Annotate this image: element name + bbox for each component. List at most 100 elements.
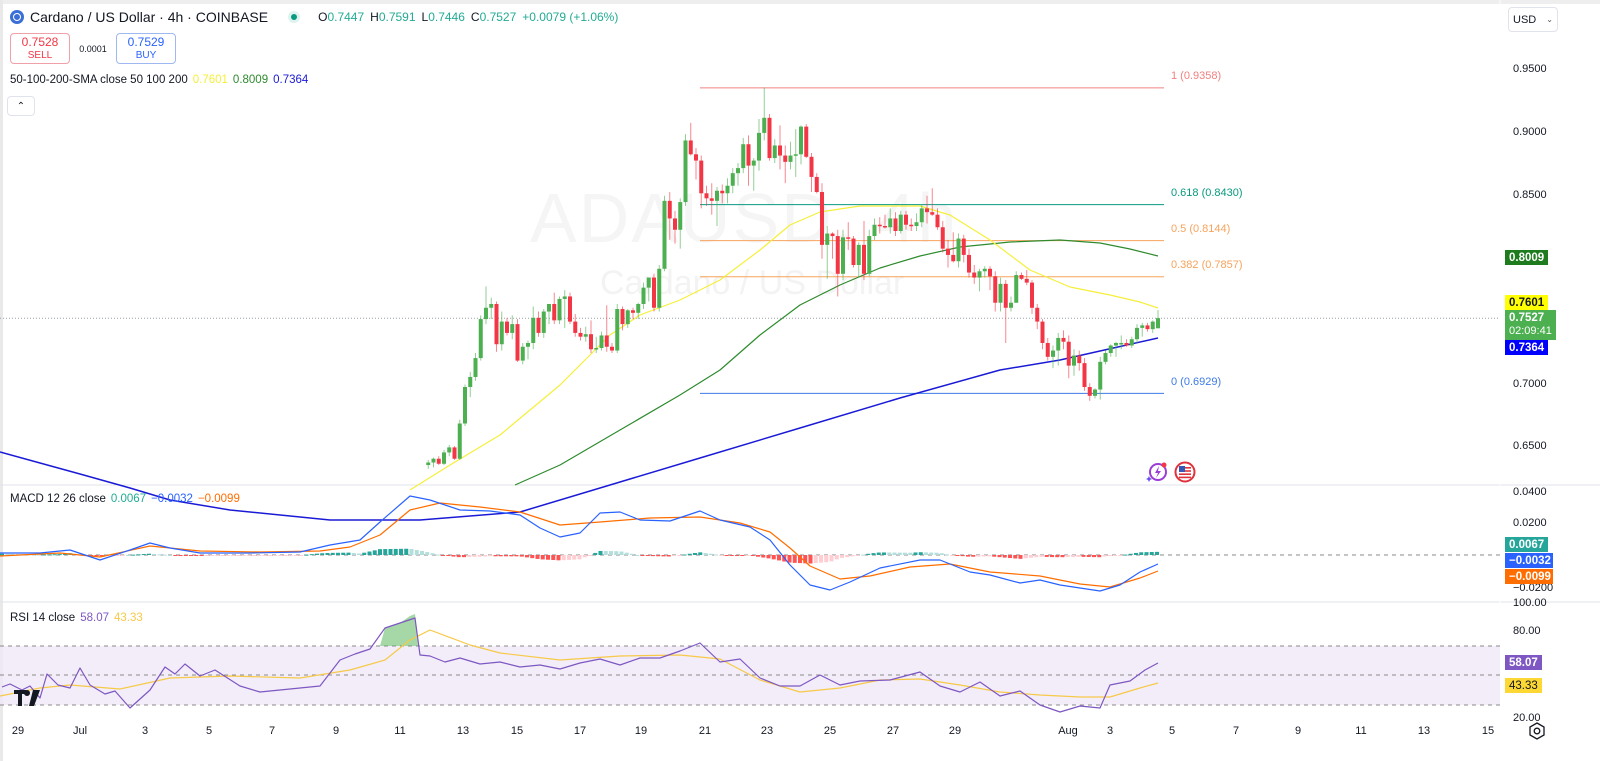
us-flag-icon[interactable] (1174, 461, 1196, 483)
macd-signal-value: −0.0099 (197, 493, 240, 505)
sma100-value: 0.8009 (232, 74, 269, 86)
price-axis-label: 0.9000 (1513, 125, 1547, 138)
time-axis-label: 7 (1232, 725, 1240, 737)
symbol-title[interactable]: Cardano / US Dollar · 4h · COINBASE (30, 9, 269, 25)
sell-label: SELL (27, 49, 53, 61)
time-axis-label: 13 (1417, 725, 1431, 737)
time-axis-label: 29 (11, 725, 25, 737)
low-value: 0.7446 (428, 10, 465, 24)
low-label: L (421, 10, 429, 24)
macd-hist-value: 0.0067 (110, 493, 147, 505)
time-axis-label: 3 (141, 725, 149, 737)
time-axis-label: 9 (332, 725, 340, 737)
sell-button[interactable]: 0.7528 SELL (10, 33, 70, 64)
price-axis-label: 0.6500 (1513, 440, 1547, 453)
macd-axis-label: −0.0200 (1513, 582, 1554, 594)
time-axis-label: 29 (948, 725, 962, 737)
bar-countdown: 02:09:41 (1509, 325, 1552, 337)
rsi-legend[interactable]: RSI 14 close 58.07 43.33 (10, 612, 143, 624)
time-axis-label: 21 (698, 725, 712, 737)
chevron-down-icon: ⌄ (1546, 15, 1553, 24)
top-border (0, 0, 1600, 4)
time-axis-label: 17 (573, 725, 587, 737)
time-axis-label: Aug (1058, 725, 1078, 737)
fib-level-label: 0 (0.6929) (1171, 376, 1222, 388)
macd-line-tag: −0.0032 (1505, 553, 1553, 568)
buy-label: BUY (135, 49, 157, 61)
sma200-value: 0.7364 (273, 74, 309, 86)
trade-panel: 0.7528 SELL 0.0001 0.7529 BUY (10, 33, 176, 64)
time-axis-label: 15 (510, 725, 524, 737)
price-tag: 0.8009 (1505, 250, 1549, 265)
fib-level-label: 0.382 (0.7857) (1171, 259, 1243, 271)
buy-button[interactable]: 0.7529 BUY (116, 33, 176, 64)
macd-legend[interactable]: MACD 12 26 close 0.0067 −0.0032 −0.0099 (10, 493, 240, 505)
time-axis-label: 27 (886, 725, 900, 737)
time-axis-label: 11 (394, 725, 406, 737)
high-label: H (370, 10, 379, 24)
sma-legend[interactable]: 50-100-200-SMA close 50 100 200 0.7601 0… (10, 74, 308, 86)
close-label: C (470, 10, 480, 24)
price-tag: 0.7601 (1505, 295, 1549, 310)
price-tag: 0.7364 (1505, 340, 1549, 355)
rsi-tag: 58.07 (1505, 655, 1542, 670)
sell-price: 0.7528 (21, 34, 59, 49)
fib-level-label: 0.618 (0.8430) (1171, 187, 1243, 199)
market-open-icon (288, 11, 301, 23)
rsi-axis-label: 20.00 (1513, 712, 1541, 724)
time-axis-label: 3 (1106, 725, 1114, 737)
price-change: +0.0079 (+1.06%) (522, 10, 619, 24)
macd-line-value: −0.0032 (151, 493, 193, 505)
rsi-axis-label: 80.00 (1513, 625, 1541, 637)
time-axis-label: 11 (1355, 725, 1367, 737)
price-axis-label: 0.9500 (1513, 63, 1547, 75)
price-axis-label: 0.8500 (1513, 188, 1547, 201)
time-axis-label: 23 (760, 725, 774, 737)
macd-axis-label: 0.0200 (1513, 517, 1547, 529)
time-axis-label: 15 (1481, 725, 1495, 737)
price-axis-label: 0.7000 (1513, 377, 1547, 390)
sma-legend-name: 50-100-200-SMA close 50 100 200 (10, 74, 188, 86)
spread-value: 0.0001 (79, 43, 107, 54)
settings-gear-icon[interactable] (1528, 722, 1546, 740)
chevron-up-icon: ⌃ (16, 100, 26, 112)
time-axis-label: 25 (823, 725, 837, 737)
floating-icons (1146, 461, 1196, 483)
symbol-header: Cardano / US Dollar · 4h · COINBASE O0.7… (10, 9, 618, 25)
ohlc-values: O0.7447 H0.7591 L0.7446 C0.7527 +0.0079 … (318, 10, 618, 24)
currency-select[interactable]: USD ⌄ (1508, 7, 1558, 32)
time-axis-label: Jul (72, 725, 88, 737)
rsi-legend-name: RSI 14 close (10, 612, 76, 624)
close-value: 0.7527 (479, 10, 517, 24)
macd-legend-name: MACD 12 26 close (10, 493, 106, 505)
macd-hist-tag: 0.0067 (1505, 537, 1549, 552)
macd-axis-label: 0.0400 (1513, 486, 1547, 498)
ai-assistant-icon[interactable] (1146, 461, 1168, 483)
currency-label: USD (1513, 13, 1537, 26)
time-axis-label: 7 (268, 725, 276, 737)
time-axis-label: 19 (634, 725, 648, 737)
time-axis-label: 9 (1294, 725, 1302, 737)
collapse-legend-button[interactable]: ⌃ (7, 96, 35, 116)
left-border (0, 0, 3, 761)
time-axis-label: 5 (205, 725, 213, 737)
fib-level-label: 1 (0.9358) (1171, 70, 1222, 82)
rsi-ma-value: 43.33 (113, 612, 143, 624)
tradingview-logo-icon[interactable] (14, 690, 44, 706)
cardano-logo-icon (10, 10, 24, 24)
fib-level-label: 0.5 (0.8144) (1171, 223, 1231, 235)
rsi-value: 58.07 (80, 612, 109, 624)
rsi-axis-label: 100.00 (1513, 597, 1547, 609)
high-value: 0.7591 (378, 10, 416, 24)
rsi-ma-tag: 43.33 (1505, 678, 1542, 693)
last-price: 0.7527 (1509, 312, 1545, 324)
open-label: O (318, 10, 328, 24)
open-value: 0.7447 (327, 10, 365, 24)
last-price-tag: 0.7527 02:09:41 (1505, 310, 1556, 340)
time-axis-label: 13 (456, 725, 470, 737)
macd-signal-tag: −0.0099 (1505, 569, 1553, 584)
time-axis-label: 5 (1168, 725, 1176, 737)
buy-price: 0.7529 (127, 34, 165, 49)
